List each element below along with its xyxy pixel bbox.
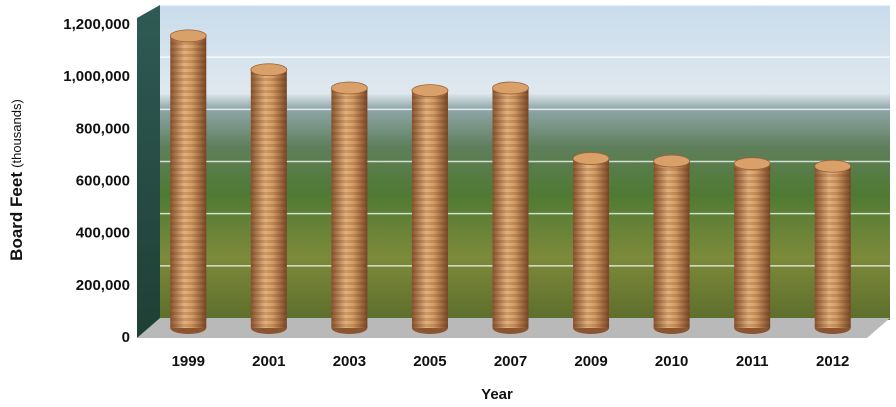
- x-tick-label: 2012: [816, 353, 849, 370]
- bar-texture: [412, 91, 448, 328]
- y-tick-label: 600,000: [76, 172, 130, 189]
- bar-top: [170, 30, 206, 42]
- bar-top: [251, 64, 287, 76]
- x-tick-label: 2007: [494, 353, 527, 370]
- chart: Board Feet (thousands) Year 0 200,000 400,…: [0, 0, 896, 407]
- bar-texture: [815, 166, 851, 328]
- y-tick-label: 1,000,000: [63, 68, 130, 85]
- bar-top: [331, 82, 367, 94]
- bar-top: [573, 152, 609, 164]
- x-tick-label: 2005: [413, 353, 446, 370]
- y-tick-label: 400,000: [76, 225, 130, 242]
- bar-top: [654, 155, 690, 167]
- side-wall: [137, 5, 160, 338]
- bar-texture: [170, 36, 206, 328]
- y-tick-label: 200,000: [76, 277, 130, 294]
- bar-texture: [654, 161, 690, 328]
- x-tick-label: 2010: [655, 353, 688, 370]
- x-tick-label: 2011: [736, 353, 769, 370]
- bar-texture: [331, 88, 367, 328]
- x-tick-label: 2001: [252, 353, 285, 370]
- bar-top: [734, 158, 770, 170]
- bar-texture: [493, 88, 529, 328]
- bar-top: [412, 85, 448, 97]
- bar-top: [815, 160, 851, 172]
- bar-texture: [251, 70, 287, 328]
- y-tick-label: 0: [122, 329, 130, 346]
- bar-texture: [734, 164, 770, 328]
- x-tick-label: 2009: [574, 353, 607, 370]
- bar-top: [493, 82, 529, 94]
- y-tick-label: 800,000: [76, 120, 130, 137]
- y-axis-label: Board Feet (thousands): [7, 99, 26, 261]
- x-axis-label: Year: [481, 386, 513, 403]
- y-tick-label: 1,200,000: [63, 16, 130, 33]
- bar-texture: [573, 158, 609, 328]
- x-tick-label: 1999: [172, 353, 205, 370]
- x-tick-label: 2003: [333, 353, 366, 370]
